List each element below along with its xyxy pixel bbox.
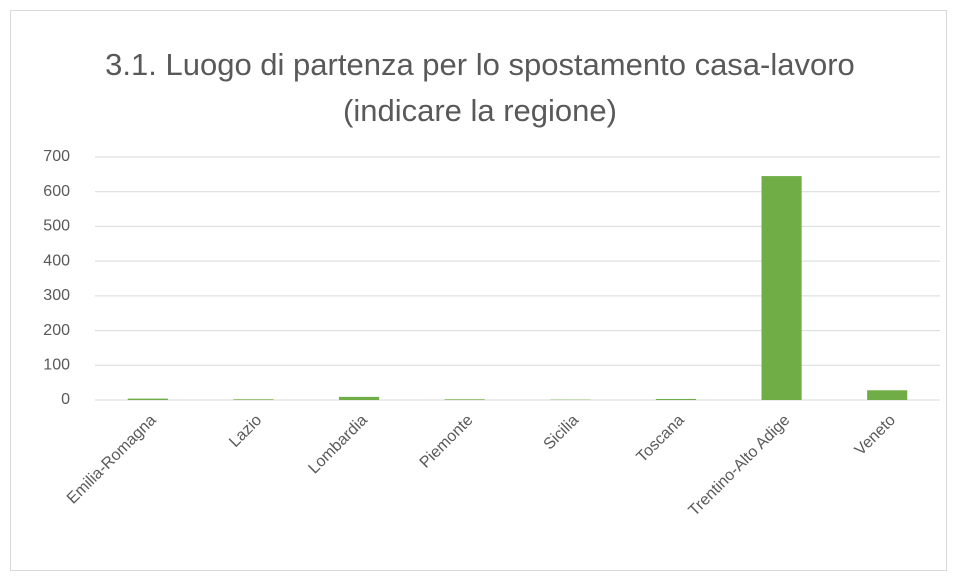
y-tick-label: 400	[43, 252, 70, 269]
y-tick-label: 100	[43, 357, 70, 374]
y-tick-label: 600	[43, 183, 70, 200]
x-tick-label: Toscana	[634, 412, 688, 466]
x-tick-label: Lombardia	[305, 412, 371, 478]
x-tick-label: Trentino-Alto Adige	[686, 412, 794, 520]
bar	[444, 399, 485, 400]
bar	[338, 396, 380, 400]
y-tick-label: 200	[43, 322, 70, 339]
y-tick-label: 700	[43, 148, 70, 165]
y-tick-label: 300	[43, 287, 70, 304]
bar	[761, 176, 802, 400]
chart-title: 3.1. Luogo di partenza per lo spostament…	[105, 47, 855, 128]
bar	[127, 398, 168, 400]
bar	[655, 398, 697, 400]
chart-border	[10, 10, 947, 571]
x-tick-label: Lazio	[226, 412, 265, 451]
x-tick-label: Emilia-Romagna	[64, 412, 160, 508]
x-tick-label: Piemonte	[417, 412, 477, 472]
y-tick-label: 500	[43, 218, 70, 235]
x-tick-label: Sicilia	[541, 412, 583, 454]
bar	[867, 390, 908, 400]
x-tick-label: Veneto	[852, 412, 899, 459]
y-tick-label: 0	[61, 391, 70, 408]
bar	[233, 399, 274, 400]
